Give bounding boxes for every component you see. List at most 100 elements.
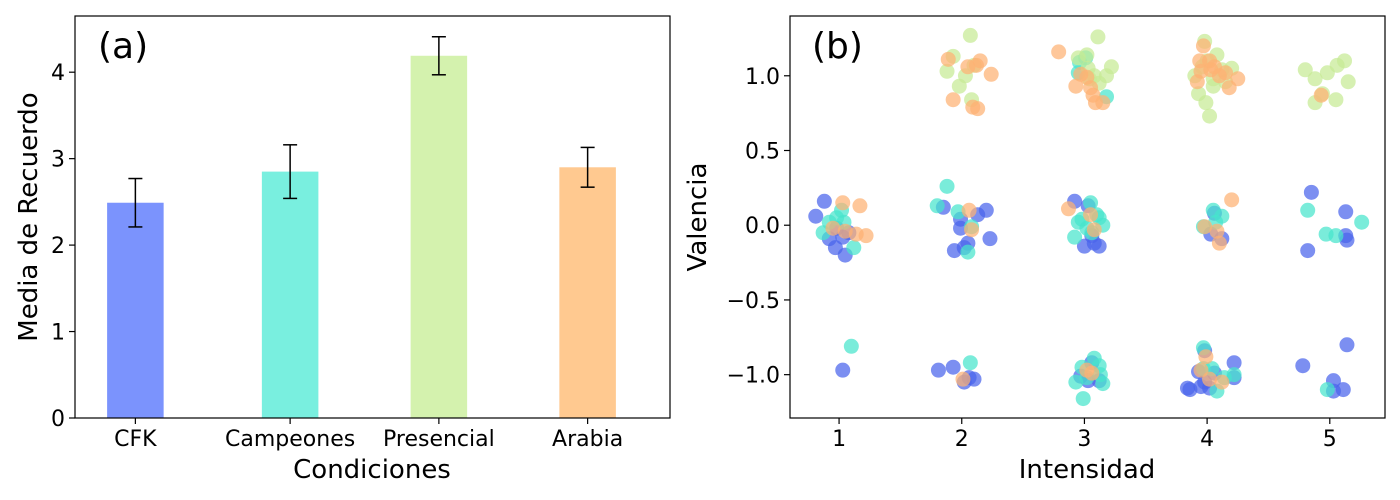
x-tick-label: Campeones	[225, 427, 355, 452]
scatter-point	[983, 66, 999, 82]
scatter-point	[939, 178, 955, 194]
scatter-point	[1067, 229, 1083, 245]
y-tick-label: 1	[51, 321, 65, 346]
scatter-point	[1224, 192, 1240, 208]
scatter-point	[1328, 228, 1344, 244]
scatter-point	[1209, 223, 1225, 239]
scatter-point	[940, 51, 956, 67]
scatter-point	[945, 92, 961, 108]
x-tick-label: 1	[832, 427, 846, 452]
scatter-point	[929, 198, 945, 214]
y-tick-label: 2	[51, 234, 65, 259]
y-ticks-a: 0 1 2 3 4	[51, 61, 75, 432]
bar	[559, 167, 616, 418]
scatter-point	[1335, 382, 1351, 398]
scatter-point	[1068, 374, 1084, 390]
bar-chart-panel: 0 1 2 3 4 CFK Campeones Presencial Arabia (a) C…	[14, 15, 671, 485]
x-tick-label: Presencial	[383, 427, 495, 452]
scatter-point	[1300, 243, 1316, 259]
bar-series	[107, 55, 616, 419]
scatter-point	[816, 193, 832, 209]
scatter-point	[955, 371, 971, 387]
scatter-point	[962, 355, 978, 371]
panel-label-b: (b)	[812, 26, 863, 67]
y-axis-label-b: Valencia	[683, 163, 713, 272]
scatter-point	[1202, 371, 1218, 387]
scatter-point	[1095, 376, 1111, 392]
x-ticks-a: CFK Campeones Presencial Arabia	[114, 418, 623, 452]
scatter-point	[1300, 202, 1316, 218]
scatter-point	[1076, 238, 1092, 254]
y-tick-label: 0.0	[745, 214, 780, 239]
scatter-point	[966, 371, 982, 387]
scatter-point	[970, 101, 986, 117]
scatter-point	[939, 63, 955, 79]
scatter-point	[1354, 214, 1370, 230]
x-tick-label: 5	[1323, 427, 1337, 452]
bar	[107, 202, 164, 418]
scatter-point	[1068, 78, 1084, 94]
scatter-point	[1198, 349, 1214, 365]
x-tick-label: 4	[1200, 427, 1214, 452]
scatter-point	[1339, 337, 1355, 353]
scatter-point	[1211, 235, 1227, 251]
scatter-point	[1328, 92, 1344, 108]
bar	[410, 55, 468, 419]
scatter-point	[945, 359, 961, 375]
plot-frame-b	[789, 15, 1386, 419]
x-tick-label: 3	[1077, 427, 1091, 452]
scatter-point	[953, 220, 969, 236]
scatter-point	[962, 27, 978, 43]
x-tick-label: 2	[955, 427, 969, 452]
scatter-point	[1084, 365, 1100, 381]
scatter-point	[972, 53, 988, 69]
scatter-point	[808, 208, 824, 224]
scatter-point	[1313, 87, 1329, 103]
scatter-point	[1086, 222, 1102, 238]
y-tick-label: 4	[51, 61, 65, 86]
error-bars	[128, 35, 595, 228]
scatter-point	[1202, 108, 1218, 124]
y-axis-label-a: Media de Recuerdo	[14, 92, 44, 341]
y-tick-label: 0.5	[745, 139, 780, 164]
x-axis-label-b: Intensidad	[1019, 455, 1156, 485]
y-tick-label: −1.0	[727, 364, 780, 389]
scatter-point	[1214, 374, 1230, 390]
scatter-point	[1179, 380, 1195, 396]
plot-frame-a	[74, 15, 671, 419]
scatter-point	[1083, 207, 1099, 223]
scatter-point	[982, 231, 998, 247]
scatter-point	[1297, 62, 1313, 78]
scatter-points	[808, 27, 1370, 407]
scatter-chart-panel: 1.0 0.5 0.0 −0.5 −1.0 1 2 3 4 5 (b) Intensidad V…	[683, 15, 1386, 485]
scatter-point	[930, 362, 946, 378]
x-ticks-b: 1 2 3 4 5	[832, 418, 1337, 452]
scatter-point	[1340, 74, 1356, 90]
y-ticks-b: 1.0 0.5 0.0 −0.5 −1.0	[727, 65, 790, 389]
panel-label-a: (a)	[98, 26, 148, 67]
scatter-point	[1051, 44, 1067, 60]
x-axis-label-a: Condiciones	[293, 455, 451, 485]
scatter-point	[1226, 355, 1242, 371]
scatter-point	[961, 202, 977, 218]
x-tick-label: CFK	[114, 427, 157, 452]
scatter-point	[825, 220, 841, 236]
y-tick-label: 0	[51, 407, 65, 432]
scatter-point	[1095, 95, 1111, 111]
scatter-point	[1198, 95, 1214, 111]
scatter-point	[1091, 238, 1107, 254]
scatter-point	[1079, 47, 1095, 63]
scatter-point	[1195, 38, 1211, 54]
scatter-point	[1189, 74, 1205, 90]
scatter-point	[1192, 53, 1208, 69]
scatter-point	[835, 362, 851, 378]
scatter-point	[852, 198, 868, 214]
scatter-point	[951, 78, 967, 94]
bar	[261, 171, 319, 418]
scatter-point	[1083, 195, 1099, 211]
scatter-point	[1307, 71, 1323, 87]
y-tick-label: 1.0	[745, 65, 780, 90]
scatter-point	[1221, 80, 1237, 96]
scatter-point	[858, 228, 874, 244]
